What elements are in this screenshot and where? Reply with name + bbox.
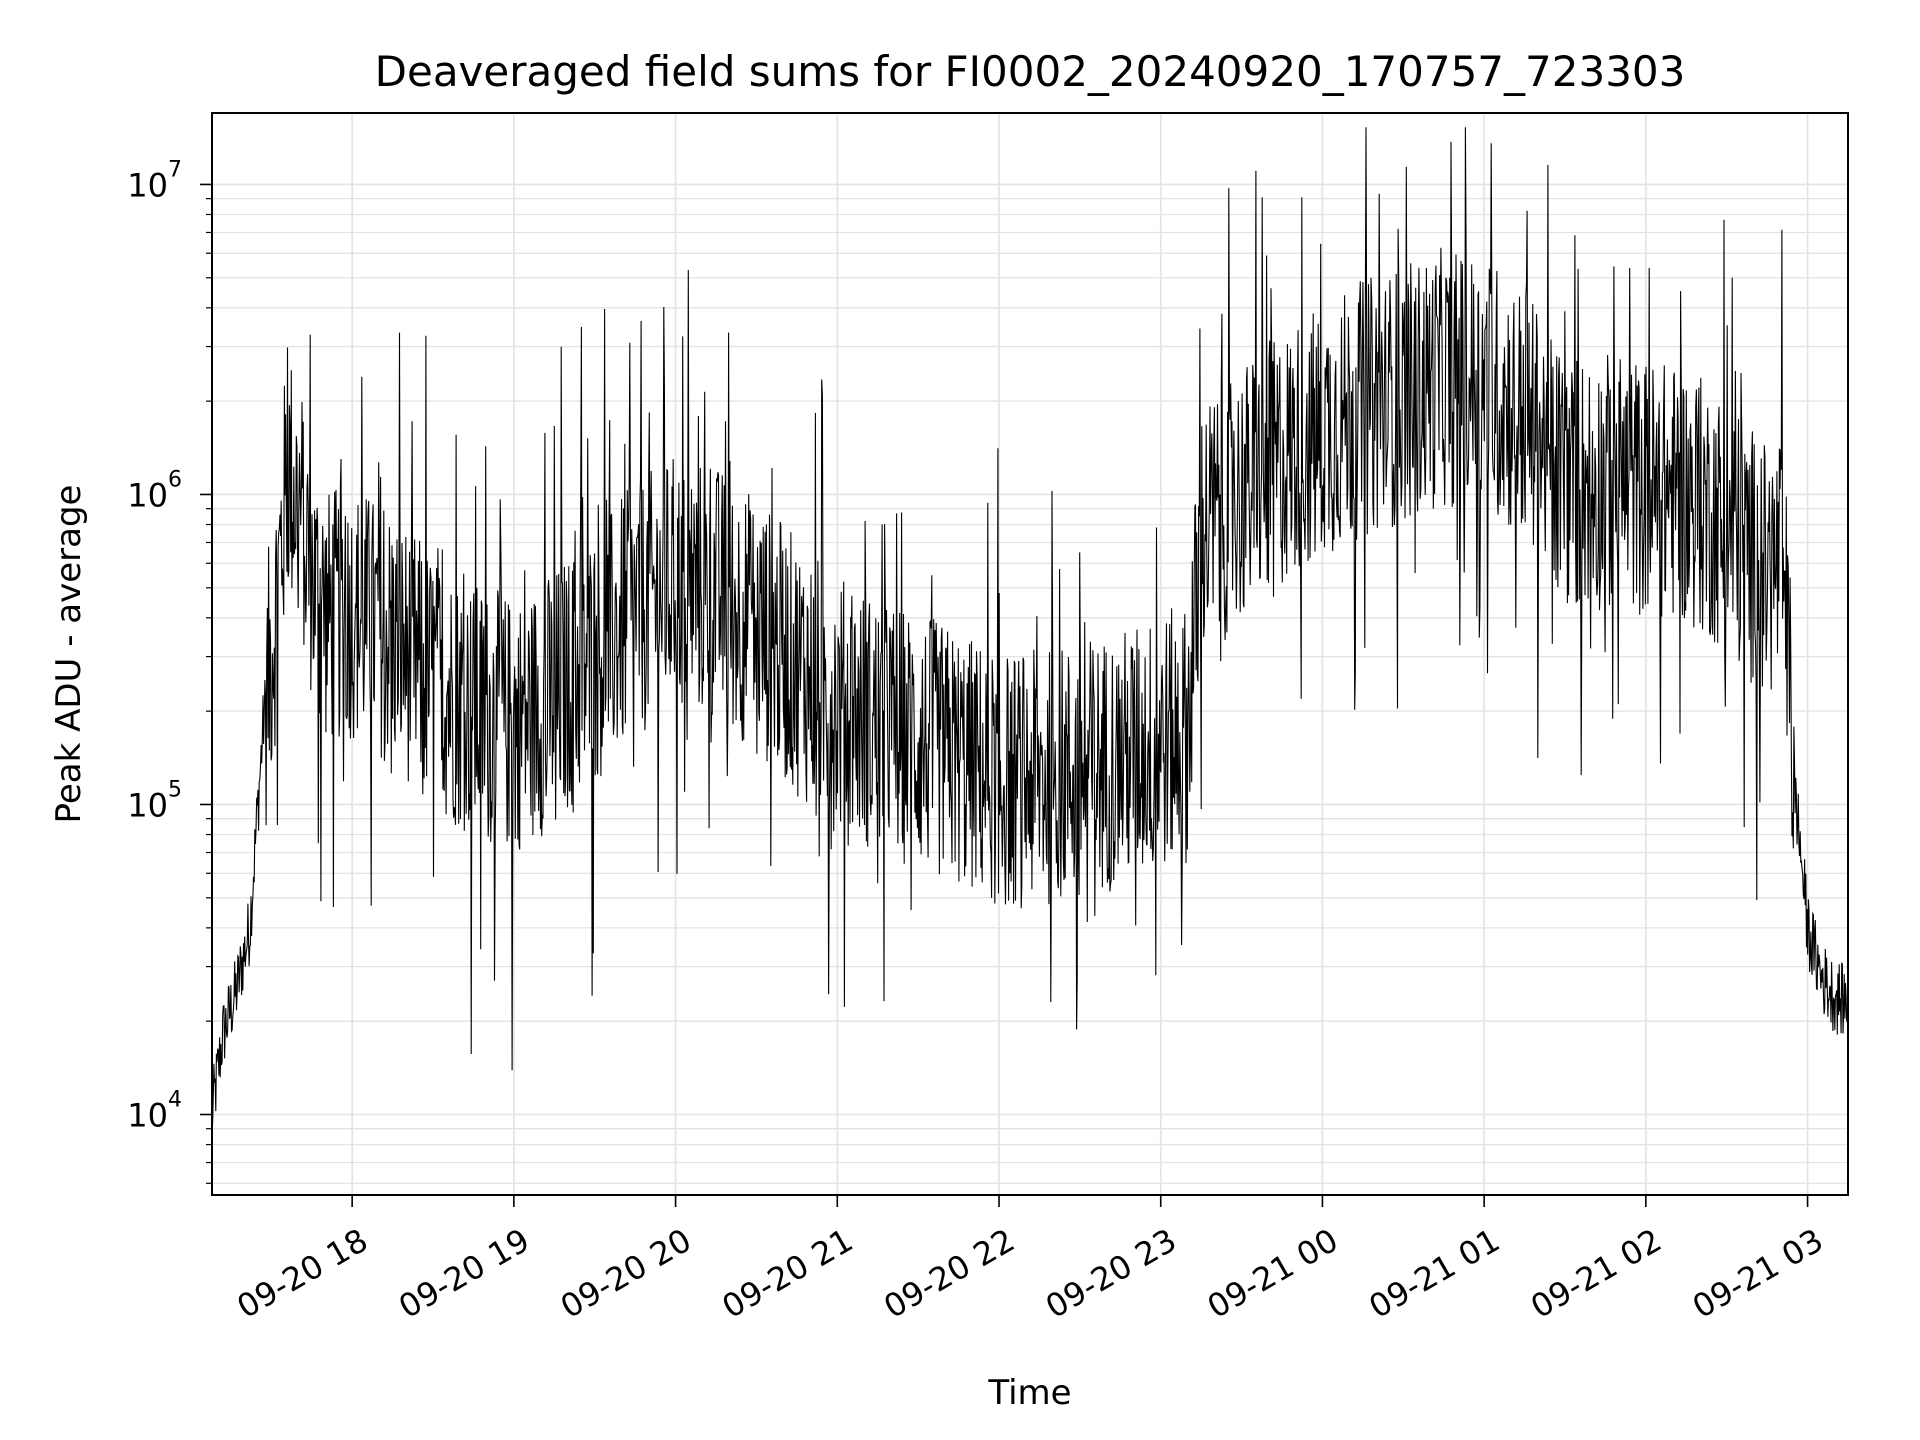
chart-title: Deaveraged field sums for FI0002_2024092… (375, 47, 1686, 96)
y-tick-exponent: 6 (168, 467, 182, 492)
y-tick-label: 10 (127, 786, 168, 824)
y-tick-label: 10 (127, 166, 168, 204)
data-layer (211, 127, 1849, 1125)
y-axis-label: Peak ADU - average (49, 485, 89, 824)
y-tick-label: 10 (127, 476, 168, 514)
series-line (211, 127, 1849, 1125)
plot-frame (211, 112, 1849, 1196)
y-tick-exponent: 4 (168, 1088, 182, 1113)
y-tick-exponent: 5 (168, 777, 182, 802)
x-axis-label: Time (987, 1373, 1071, 1413)
y-tick-label: 10 (127, 1097, 168, 1135)
y-tick-exponent: 7 (168, 157, 182, 182)
